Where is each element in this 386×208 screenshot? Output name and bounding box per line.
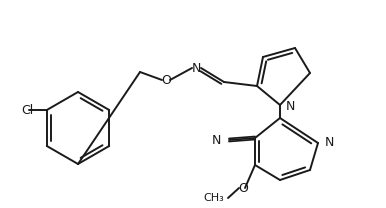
Text: N: N bbox=[325, 136, 334, 150]
Text: O: O bbox=[161, 73, 171, 87]
Text: N: N bbox=[286, 99, 295, 113]
Text: Cl: Cl bbox=[21, 104, 33, 116]
Text: O: O bbox=[238, 182, 248, 194]
Text: CH₃: CH₃ bbox=[203, 193, 224, 203]
Text: N: N bbox=[212, 134, 221, 146]
Text: N: N bbox=[191, 62, 201, 74]
